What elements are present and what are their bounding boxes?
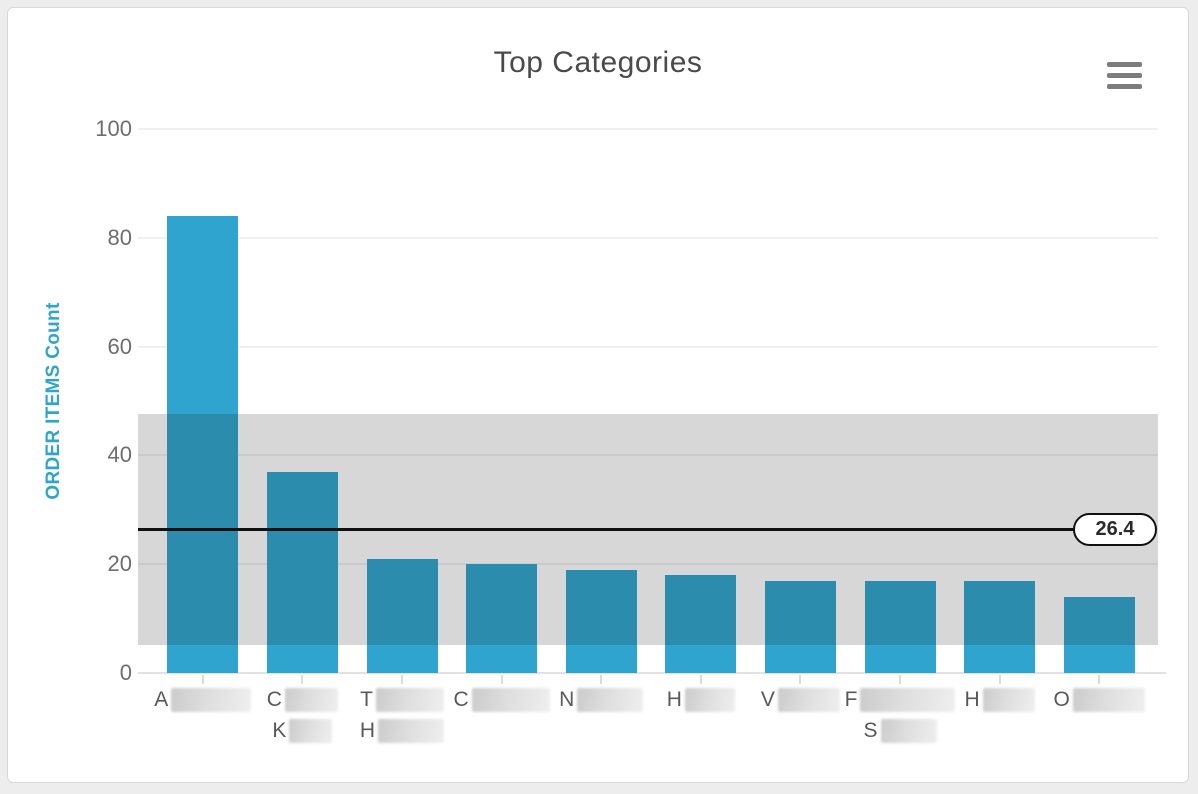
category-label-line: H [616, 684, 786, 715]
category-label-line: K [217, 715, 387, 746]
category-letter: V [760, 687, 775, 711]
x-category-label: A [118, 684, 288, 715]
category-label-line: S [815, 715, 985, 746]
redacted-text-block [378, 718, 445, 743]
category-label-line: C [217, 684, 387, 715]
bar[interactable] [466, 564, 538, 673]
bar[interactable] [864, 580, 936, 673]
bar[interactable] [167, 216, 239, 673]
grid-line [138, 345, 1158, 348]
category-letter: C [453, 687, 469, 711]
category-label-line: H [317, 715, 487, 746]
category-label-line: F [815, 684, 985, 715]
category-label-line: O [1014, 684, 1184, 715]
redacted-text-block [1072, 687, 1145, 712]
redacted-text-block [289, 718, 333, 743]
redacted-text-block [860, 687, 956, 712]
hamburger-line [1107, 62, 1142, 67]
chart-title: Top Categories [493, 46, 703, 79]
category-letter: A [154, 687, 169, 711]
y-tick-label: 20 [107, 551, 132, 577]
hamburger-menu-icon[interactable] [1107, 62, 1142, 96]
y-tick-label: 60 [107, 333, 132, 359]
category-letter: F [844, 687, 858, 711]
redacted-text-block [577, 687, 644, 712]
y-tick-label: 80 [107, 224, 132, 250]
x-tick [401, 675, 403, 684]
category-letter: C [266, 687, 282, 711]
grid-line [138, 563, 1158, 566]
x-tick [201, 675, 204, 684]
category-label-line: V [715, 684, 885, 715]
redacted-text-block [982, 687, 1035, 712]
x-tick [600, 675, 603, 684]
category-label-line: C [417, 684, 587, 715]
y-tick-label: 40 [107, 442, 132, 468]
x-category-label: C [417, 684, 587, 715]
bar[interactable] [565, 569, 637, 673]
x-category-label: N [516, 684, 686, 715]
category-letter: H [359, 718, 376, 742]
redacted-text-block [777, 687, 840, 712]
category-letter: S [863, 718, 878, 742]
x-category-label: H [915, 684, 1085, 715]
category-label-line: A [118, 684, 288, 715]
redacted-text-block [684, 687, 735, 712]
bar[interactable] [1063, 596, 1135, 673]
category-label-line: H [915, 684, 1085, 715]
x-tick [699, 675, 702, 684]
category-label-line: N [516, 684, 686, 715]
category-letter: N [559, 687, 575, 711]
bar[interactable] [366, 558, 438, 673]
grid-line [138, 454, 1158, 457]
x-tick [799, 675, 802, 684]
x-category-label: H [616, 684, 786, 715]
bar-chart-plot-area: 0 20 40 60 80 100 26.4 A C K T H C N H V F S H O [8, 8, 1190, 785]
y-tick-label: 100 [95, 116, 132, 141]
redacted-text-block [284, 687, 338, 712]
category-letter: T [360, 687, 373, 711]
x-tick [899, 675, 901, 684]
x-tick [998, 675, 1001, 684]
category-letter: O [1053, 687, 1070, 711]
redacted-text-block [375, 687, 444, 712]
bar[interactable] [764, 580, 836, 673]
redacted-text-block [171, 687, 252, 712]
y-tick-label: 0 [119, 660, 132, 685]
category-label-line: T [317, 684, 487, 715]
bar[interactable] [266, 471, 338, 673]
grid-line [138, 236, 1158, 239]
bar[interactable] [665, 575, 737, 673]
x-category-label: O [1014, 684, 1184, 715]
grid-line [138, 128, 1158, 130]
category-letter: K [272, 718, 287, 742]
category-letter: H [964, 687, 980, 711]
x-tick [500, 675, 503, 684]
category-letter: H [666, 687, 682, 711]
average-value-pill: 26.4 [1073, 512, 1157, 546]
x-category-label: V [715, 684, 885, 715]
x-tick [1098, 675, 1101, 684]
hamburger-line [1107, 73, 1142, 78]
bar[interactable] [964, 580, 1036, 673]
redacted-text-block [471, 687, 550, 712]
average-line [138, 527, 1081, 531]
chart-card: Top Categories ORDER ITEMS Count 0 20 40 60… [7, 7, 1189, 783]
redacted-text-block [880, 718, 937, 743]
x-tick [301, 675, 304, 684]
grid-line [138, 672, 1166, 674]
hamburger-line [1107, 84, 1142, 89]
